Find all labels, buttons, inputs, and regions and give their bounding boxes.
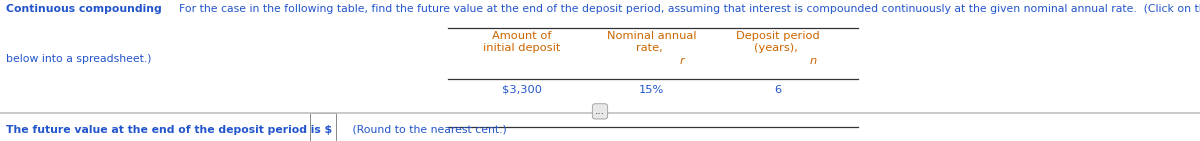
Text: 15%: 15% bbox=[638, 85, 665, 95]
Text: For the case in the following table, find the future value at the end of the dep: For the case in the following table, fin… bbox=[172, 4, 1200, 14]
Text: r: r bbox=[679, 56, 684, 66]
FancyBboxPatch shape bbox=[310, 113, 336, 141]
Text: Amount of
initial deposit: Amount of initial deposit bbox=[484, 31, 560, 53]
Text: ...: ... bbox=[595, 106, 605, 116]
Text: Deposit period
(years),: Deposit period (years), bbox=[736, 31, 820, 53]
Text: Nominal annual
rate,: Nominal annual rate, bbox=[607, 31, 696, 53]
Text: Continuous compounding: Continuous compounding bbox=[6, 4, 162, 14]
Text: The future value at the end of the deposit period is $: The future value at the end of the depos… bbox=[6, 125, 332, 135]
Text: 6: 6 bbox=[774, 85, 781, 95]
Text: below into a spreadsheet.): below into a spreadsheet.) bbox=[6, 54, 151, 64]
Text: (Round to the nearest cent.): (Round to the nearest cent.) bbox=[342, 125, 506, 135]
Text: n: n bbox=[810, 56, 817, 66]
Text: $3,300: $3,300 bbox=[502, 85, 542, 95]
